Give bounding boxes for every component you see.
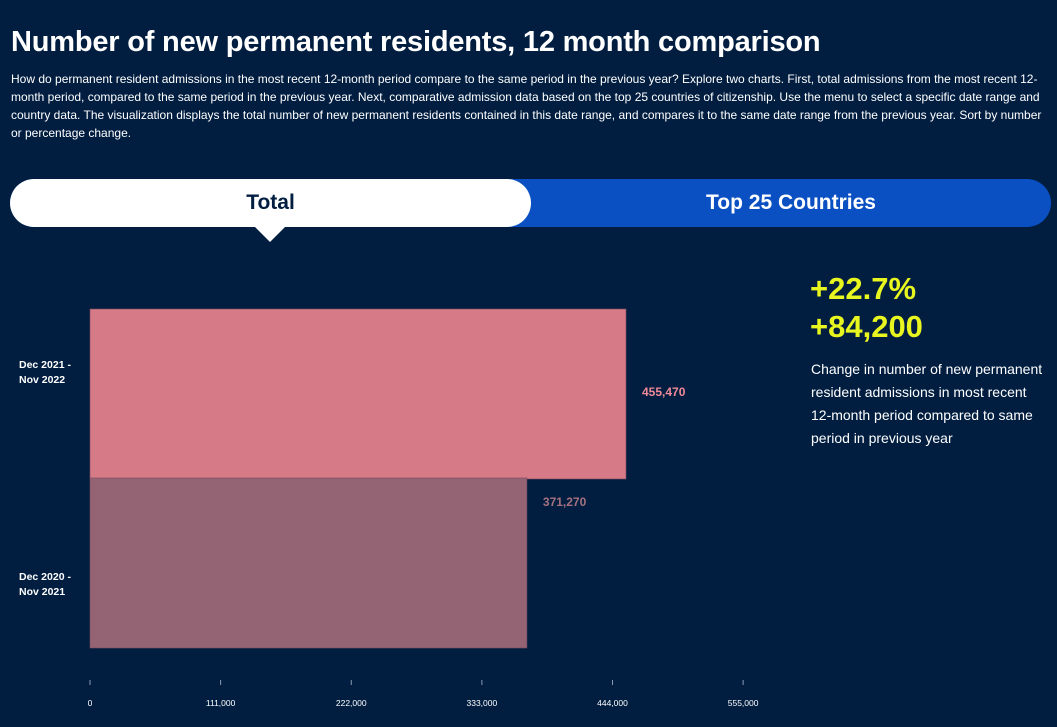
page-description: How do permanent resident admissions in … [11, 72, 1042, 140]
bar-value-label-0: 455,470 [642, 385, 686, 399]
tab-top-25-countries[interactable]: Top 25 Countries [706, 191, 876, 214]
bar-chart: 455,470 Dec 2021 - Nov 2022 371,270 Dec 2020… [19, 308, 759, 708]
category-label-0-0: Dec 2021 - [19, 359, 71, 371]
category-label-0-1: Nov 2022 [19, 374, 65, 386]
category-label-1-0: Dec 2020 - [19, 571, 71, 583]
x-tick-label-5: 555,000 [728, 698, 759, 708]
x-tick-label-3: 333,000 [467, 698, 498, 708]
percent-change-value: +22.7% [810, 271, 917, 306]
category-label-1-1: Nov 2021 [19, 586, 65, 598]
x-tick-label-4: 444,000 [597, 698, 628, 708]
page-title: Number of new permanent residents, 12 mo… [11, 26, 821, 58]
bar-0 [89, 308, 627, 480]
bar-1 [89, 477, 528, 649]
bar-value-label-1: 371,270 [543, 495, 587, 509]
active-tab-pointer [255, 227, 285, 242]
x-tick-label-2: 222,000 [336, 698, 367, 708]
chart-tab-bar: Total Top 25 Countries [10, 179, 1051, 227]
tab-total[interactable]: Total [10, 179, 531, 227]
x-tick-label-1: 111,000 [206, 698, 236, 708]
change-caption: Change in number of new permanent reside… [811, 361, 1043, 446]
absolute-change-value: +84,200 [810, 309, 923, 344]
x-tick-label-0: 0 [88, 698, 93, 708]
